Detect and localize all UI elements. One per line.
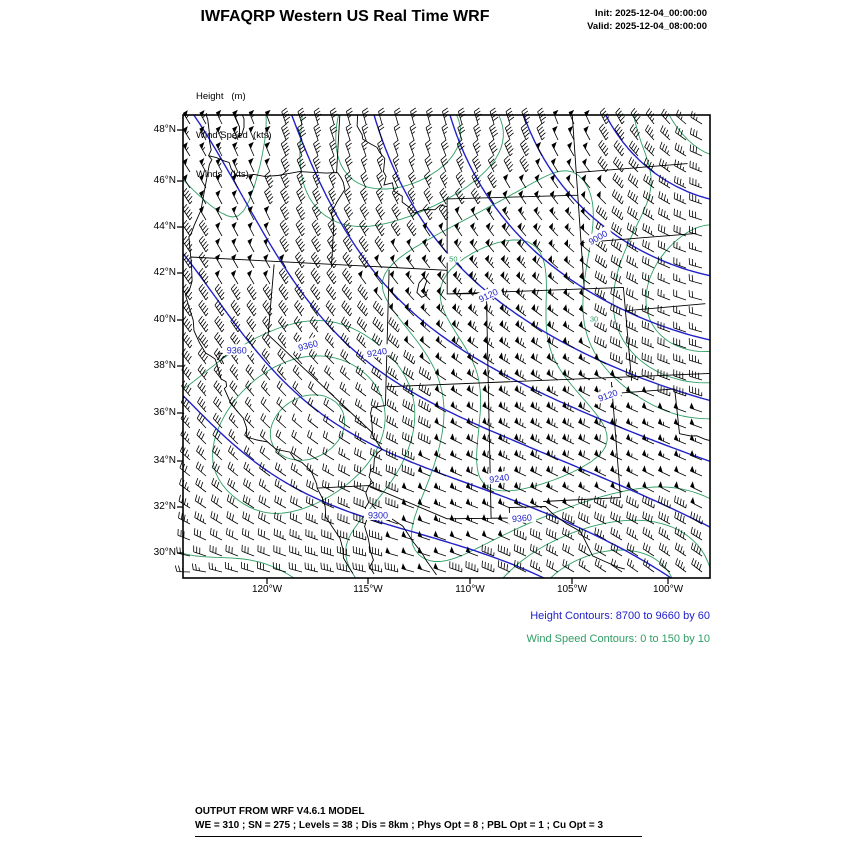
lat-tick-48n: 48°N (153, 124, 176, 135)
height-contour-label: 9360 (507, 510, 537, 524)
lon-tick-110w: 110°W (455, 584, 485, 595)
windspeed-contour-caption: Wind Speed Contours: 0 to 150 by 10 (526, 633, 710, 645)
svg-text:9240: 9240 (489, 472, 510, 485)
footer-config-line: WE = 310 ; SN = 275 ; Levels = 38 ; Dis … (195, 820, 604, 831)
footer-rule (195, 836, 642, 837)
legend-winds-units: Winds (kts) (196, 169, 249, 180)
footer-model-line: OUTPUT FROM WRF V4.6.1 MODEL (195, 806, 365, 817)
lat-tick-40n: 40°N (153, 314, 176, 325)
lat-tick-44n: 44°N (153, 221, 176, 232)
svg-text:9120: 9120 (477, 287, 499, 305)
lon-tick-105w: 105°W (556, 584, 588, 595)
lon-tick-115w: 115°W (353, 584, 383, 595)
svg-text:9360: 9360 (511, 512, 532, 524)
valid-timestamp: Valid: 2025-12-04_08:00:00 (587, 21, 707, 32)
height-contour-label: 9120 (472, 283, 503, 306)
height-contours (183, 115, 710, 578)
map-area: 9000 9120 9360 9360 9240 9120 9240 9300 9360 50 30 (174, 107, 711, 584)
svg-text:9240: 9240 (366, 346, 387, 359)
svg-text:9360: 9360 (227, 346, 247, 356)
wind-barb-pennants (183, 109, 695, 570)
state-borders (184, 115, 710, 576)
svg-text:30: 30 (590, 315, 598, 324)
height-contour-label: 9240 (484, 470, 514, 485)
height-contour-label: 9300 (363, 509, 392, 521)
map-frame (182, 114, 711, 579)
height-contour-caption: Height Contours: 8700 to 9660 by 60 (530, 610, 710, 622)
lat-tick-36n: 36°N (153, 407, 176, 418)
wind-speed-contours (183, 115, 710, 578)
lat-tick-30n: 30°N (153, 547, 176, 558)
speed-contour-label: 50 (446, 253, 461, 263)
legend-height-units: Height (m) (196, 91, 246, 102)
lat-tick-42n: 42°N (153, 267, 176, 278)
speed-contour-label: 30 (587, 313, 602, 324)
page-title: IWFAQRP Western US Real Time WRF (200, 8, 490, 25)
lat-tick-46n: 46°N (153, 175, 176, 186)
lon-tick-120w: 120°W (251, 584, 283, 595)
axis-ticks (177, 129, 669, 584)
lat-tick-32n: 32°N (153, 501, 176, 512)
init-timestamp: Init: 2025-12-04_00:00:00 (595, 8, 707, 19)
wind-barbs (174, 107, 703, 573)
lat-tick-34n: 34°N (153, 455, 176, 466)
lat-tick-38n: 38°N (153, 360, 176, 371)
svg-text:9360: 9360 (297, 338, 319, 353)
height-contour-label: 9240 (362, 343, 392, 360)
svg-text:50: 50 (449, 254, 457, 263)
height-contour-label: 9360 (222, 344, 251, 356)
svg-text:9300: 9300 (368, 511, 388, 521)
lon-tick-100w: 100°W (652, 584, 684, 595)
